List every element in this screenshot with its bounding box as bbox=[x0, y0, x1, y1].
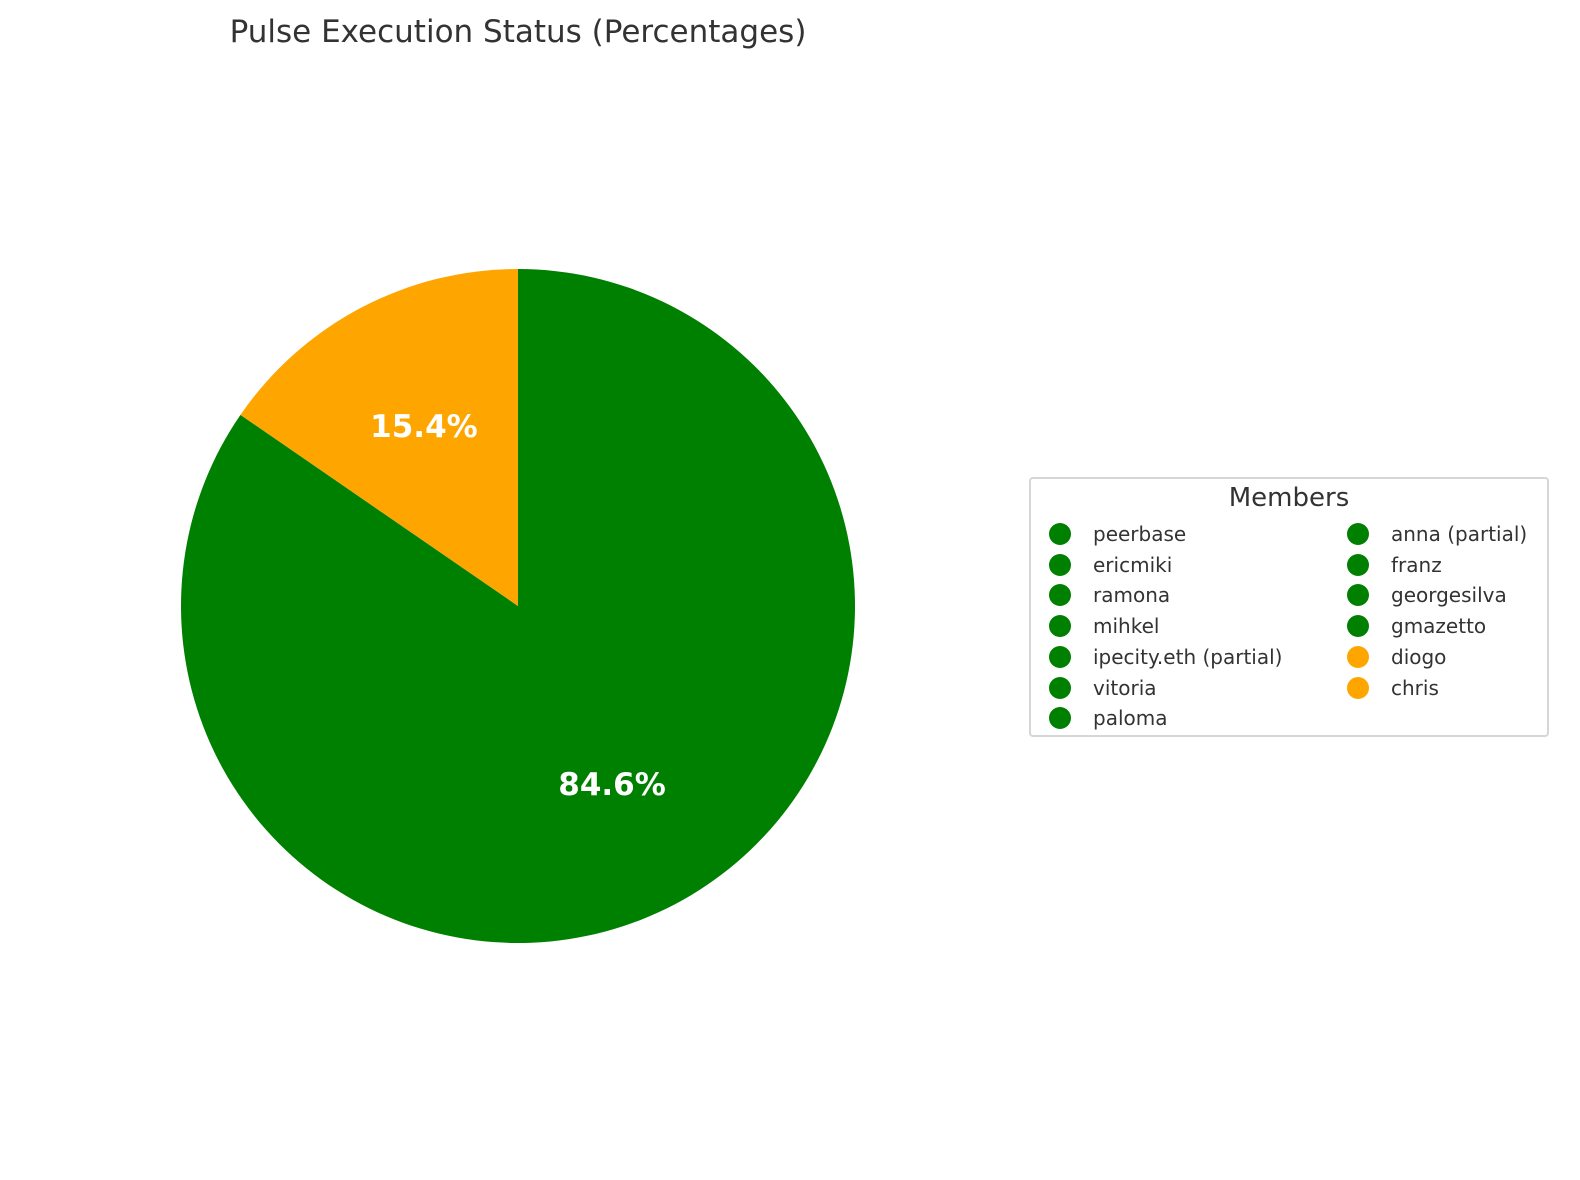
legend-marker-icon bbox=[1049, 615, 1071, 638]
legend-item: ramona bbox=[1049, 580, 1170, 610]
legend-label: georgesilva bbox=[1391, 583, 1507, 608]
legend-label: vitoria bbox=[1093, 675, 1157, 700]
legend-label: ipecity.eth (partial) bbox=[1093, 644, 1283, 669]
legend-title: Members bbox=[1228, 483, 1350, 513]
legend-label: ramona bbox=[1093, 583, 1171, 608]
legend-item: ericmiki bbox=[1049, 550, 1172, 580]
legend-marker-icon bbox=[1347, 645, 1369, 668]
legend-marker-icon bbox=[1049, 645, 1071, 668]
legend-marker-icon bbox=[1347, 523, 1369, 545]
legend-label: gmazetto bbox=[1391, 614, 1487, 639]
legend: Members peerbase ericmiki ramona mihkel ipec… bbox=[1029, 477, 1549, 737]
legend-label: ericmiki bbox=[1093, 552, 1173, 577]
pie-slice-label-0: 84.6% bbox=[558, 767, 666, 803]
legend-item: chris bbox=[1347, 673, 1439, 703]
legend-marker-icon bbox=[1347, 584, 1369, 607]
legend-item: diogo bbox=[1347, 642, 1446, 672]
legend-marker-icon bbox=[1049, 553, 1071, 576]
pie-slices bbox=[180, 269, 855, 943]
legend-label: diogo bbox=[1391, 644, 1447, 669]
pie-slice-1 bbox=[240, 269, 518, 606]
legend-item: mihkel bbox=[1049, 611, 1159, 641]
legend-label: mihkel bbox=[1093, 614, 1160, 639]
legend-item: gmazetto bbox=[1347, 611, 1486, 641]
legend-label: chris bbox=[1391, 675, 1439, 700]
pie-slice-label-1: 15.4% bbox=[370, 409, 478, 445]
legend-item: peerbase bbox=[1049, 519, 1186, 549]
legend-item: paloma bbox=[1049, 703, 1167, 733]
chart-title: Pulse Execution Status (Percentages) bbox=[229, 14, 807, 50]
legend-marker-icon bbox=[1049, 676, 1071, 699]
pie-chart: 84.6% 15.4% bbox=[180, 269, 855, 943]
legend-items: peerbase ericmiki ramona mihkel ipecity.eth … bbox=[1031, 479, 1547, 735]
legend-label: franz bbox=[1391, 552, 1442, 577]
legend-label: peerbase bbox=[1093, 522, 1187, 546]
legend-marker-icon bbox=[1347, 676, 1369, 699]
legend-marker-icon bbox=[1049, 523, 1071, 545]
legend-marker-icon bbox=[1049, 707, 1071, 730]
legend-item: ipecity.eth (partial) bbox=[1049, 642, 1282, 672]
legend-marker-icon bbox=[1049, 584, 1071, 607]
pie-slice-labels: 84.6% 15.4% bbox=[370, 409, 666, 803]
legend-item: georgesilva bbox=[1347, 580, 1507, 610]
legend-item: vitoria bbox=[1049, 673, 1157, 703]
legend-marker-icon bbox=[1347, 615, 1369, 638]
legend-label: paloma bbox=[1093, 706, 1168, 731]
legend-item: franz bbox=[1347, 550, 1442, 580]
legend-item: anna (partial) bbox=[1347, 519, 1527, 549]
legend-marker-icon bbox=[1347, 553, 1369, 576]
legend-label: anna (partial) bbox=[1391, 522, 1528, 546]
